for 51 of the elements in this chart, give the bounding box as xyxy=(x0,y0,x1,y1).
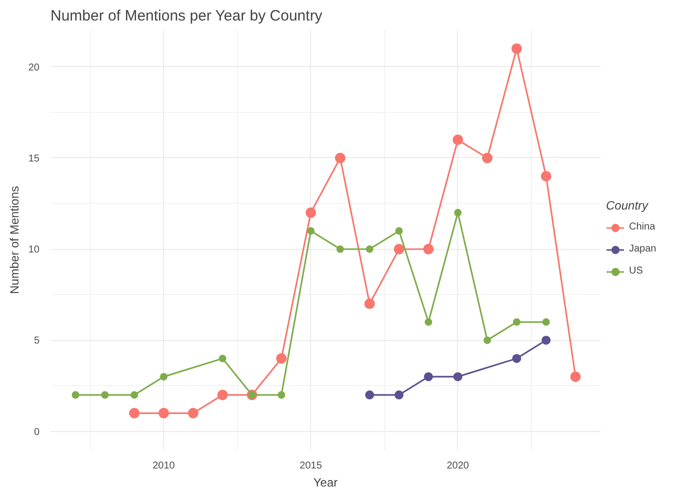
y-tick-label: 5 xyxy=(34,336,40,347)
point xyxy=(394,244,404,254)
point xyxy=(217,390,228,400)
point xyxy=(364,298,375,310)
y-tick-label: 15 xyxy=(28,153,40,164)
y-tick-label: 10 xyxy=(28,244,40,256)
point xyxy=(542,336,551,345)
chart-title: Number of Mentions per Year by Country xyxy=(50,8,323,24)
point xyxy=(307,227,315,235)
point xyxy=(365,390,374,400)
point xyxy=(512,354,522,363)
point xyxy=(160,372,168,380)
point xyxy=(101,391,109,399)
point xyxy=(395,227,403,235)
x-tick-label: 2010 xyxy=(152,460,176,472)
point xyxy=(452,134,464,146)
y-axis-title: Number of Mentions xyxy=(7,186,22,294)
point xyxy=(424,318,432,326)
point xyxy=(366,245,374,253)
point xyxy=(482,152,493,164)
legend-title: Country xyxy=(606,198,650,212)
point xyxy=(423,244,434,254)
x-axis-title: Year xyxy=(313,476,338,490)
point xyxy=(72,391,80,399)
point xyxy=(306,207,316,218)
x-tick-label: 2020 xyxy=(446,460,470,472)
point xyxy=(484,336,492,344)
point xyxy=(336,245,344,253)
point xyxy=(542,318,550,326)
legend-label: China xyxy=(629,222,656,232)
point xyxy=(511,43,522,54)
point xyxy=(276,353,287,364)
y-tick-label: 0 xyxy=(34,426,40,438)
point xyxy=(188,408,198,418)
point xyxy=(540,170,552,182)
point xyxy=(130,391,138,399)
point xyxy=(158,408,169,418)
point xyxy=(334,152,346,164)
x-tick-label: 2015 xyxy=(300,460,322,472)
point xyxy=(512,318,520,326)
point xyxy=(453,372,462,382)
y-tick-label: 20 xyxy=(28,62,40,74)
point xyxy=(394,390,404,400)
point xyxy=(424,372,433,382)
point xyxy=(218,354,226,362)
legend-label: US xyxy=(629,266,644,276)
point xyxy=(278,391,286,399)
point xyxy=(454,208,462,216)
point xyxy=(129,408,140,418)
point xyxy=(570,371,581,382)
legend-label: Japan xyxy=(629,244,656,254)
